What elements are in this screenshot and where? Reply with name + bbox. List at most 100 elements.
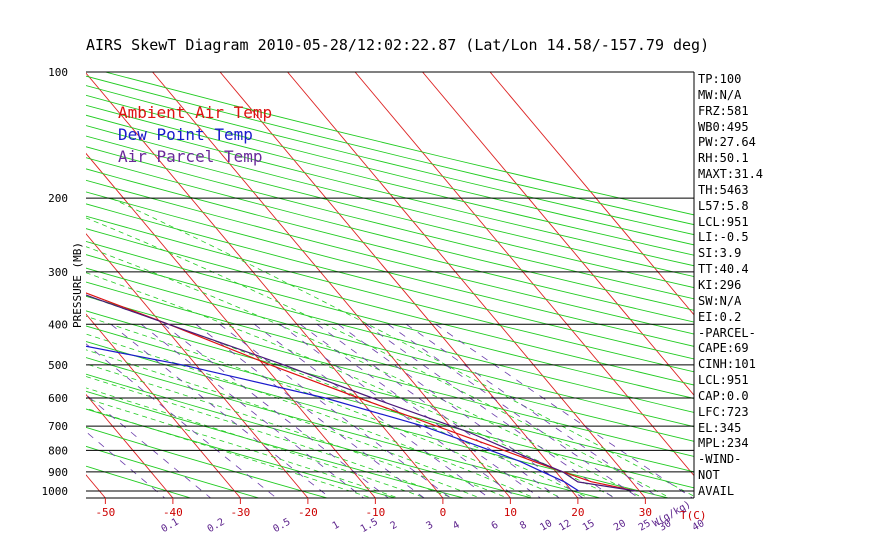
stat-item: LI:-0.5 <box>698 230 749 245</box>
dry-adiabat-line <box>86 228 694 386</box>
air-parcel-temp-line <box>86 294 637 492</box>
stat-item: -PARCEL- <box>698 325 756 340</box>
dry-adiabat-line <box>86 325 694 489</box>
legend-dew-point-temp: Dew Point Temp <box>118 125 253 144</box>
isotherm-line <box>219 72 579 498</box>
bottom-temp-tick-label: 20 <box>571 506 584 519</box>
bottom-temp-tick-label: -50 <box>95 506 115 519</box>
dry-adiabat-line <box>86 240 694 399</box>
mixing-ratio-line <box>365 323 615 498</box>
dry-adiabat-line <box>86 191 694 347</box>
stat-item: NOT <box>698 468 720 483</box>
mixing-ratio-tick-label: 0.1 <box>160 517 181 536</box>
mixing-ratio-line <box>406 323 661 498</box>
moist-adiabat-line <box>86 387 427 498</box>
pressure-tick-label: 900 <box>48 466 68 479</box>
mixing-ratio-tick-label: 40 <box>691 518 707 534</box>
stat-item: MW:N/A <box>698 87 742 102</box>
pressure-tick-label: 100 <box>48 66 68 79</box>
mixing-ratio-tick-label: 6 <box>490 520 501 533</box>
mixing-ratio-tick-label: 1.5 <box>359 517 380 536</box>
stat-item: AVAIL <box>698 483 735 498</box>
mixing-ratio-tick-label: 0.5 <box>271 517 292 536</box>
pressure-tick-label: 1000 <box>42 485 69 498</box>
dry-adiabat-line <box>86 215 694 373</box>
moist-adiabat-line <box>86 315 563 498</box>
mixing-ratio-tick-label: 1 <box>331 520 342 533</box>
isotherm-line <box>489 72 694 316</box>
mixing-ratio-tick-label: 8 <box>518 520 529 533</box>
mixing-ratio-line <box>254 323 490 498</box>
dry-adiabat-line <box>86 146 694 300</box>
stat-item: EL:345 <box>698 420 742 435</box>
pressure-tick-label: 700 <box>48 420 68 433</box>
moist-adiabat-line <box>86 363 482 498</box>
top-temp-unit: T(C) <box>680 509 707 522</box>
moist-adiabat-line <box>86 272 618 498</box>
stat-item: LCL:951 <box>698 373 749 388</box>
dry-adiabat-line <box>86 179 694 335</box>
mixing-ratio-tick-label: 25 <box>637 518 653 534</box>
stat-item: CAP:0.0 <box>698 388 749 403</box>
stat-item: FRZ:581 <box>698 103 749 118</box>
dry-adiabat-line <box>86 114 694 267</box>
moist-adiabat-line <box>86 349 509 498</box>
stat-item: -WIND- <box>698 452 742 467</box>
mixing-ratio-line <box>279 323 519 498</box>
isotherm-line <box>86 233 309 498</box>
stat-item: CINH:101 <box>698 357 756 372</box>
moist-adiabat-line <box>86 217 672 498</box>
mixing-ratio-tick-label: 30 <box>657 518 673 534</box>
isotherm-line <box>422 72 694 396</box>
pressure-tick-label: 500 <box>48 359 68 372</box>
mixing-ratio-line <box>86 431 166 498</box>
stat-item: PW:27.64 <box>698 135 756 150</box>
stat-item: MAXT:31.4 <box>698 167 764 182</box>
dry-adiabat-line <box>86 254 694 413</box>
mixing-ratio-line <box>435 323 694 498</box>
stat-item: LCL:951 <box>698 214 749 229</box>
dry-adiabat-line <box>86 295 694 457</box>
mixing-ratio-tick-label: 2 <box>389 520 400 533</box>
dry-adiabat-line <box>86 135 694 289</box>
bottom-temp-tick-label: -30 <box>230 506 250 519</box>
dry-adiabat-line <box>86 125 694 278</box>
stat-item: CAPE:69 <box>698 341 749 356</box>
mixing-ratio-line <box>337 323 584 498</box>
mixing-ratio-line <box>316 323 560 498</box>
mixing-ratio-line <box>110 323 331 498</box>
bottom-temp-tick-label: 30 <box>639 506 652 519</box>
mixing-ratio-tick-label: 12 <box>557 518 573 534</box>
stat-item: TP:100 <box>698 72 742 86</box>
pressure-tick-label: 800 <box>48 444 68 457</box>
dew-point-temp-line <box>86 345 580 492</box>
dry-adiabat-line <box>86 104 694 256</box>
stat-item: EI:0.2 <box>698 309 742 324</box>
stat-item: SI:3.9 <box>698 246 742 261</box>
legend-ambient-air-temp: Ambient Air Temp <box>118 103 273 122</box>
isotherm-line <box>0 72 38 498</box>
isotherm-line <box>86 313 241 498</box>
moist-adiabat-line <box>86 397 400 498</box>
pressure-tick-label: 400 <box>48 318 68 331</box>
stat-item: KI:296 <box>698 277 742 292</box>
isotherm-line <box>86 72 444 498</box>
mixing-ratio-tick-label: 15 <box>581 518 597 534</box>
legend: Ambient Air Temp Dew Point Temp Air Parc… <box>118 102 272 168</box>
stat-item: TH:5463 <box>698 182 749 197</box>
mixing-ratio-tick-label: 3 <box>425 520 436 533</box>
mixing-ratio-tick-label: 4 <box>451 520 462 533</box>
stat-item: L57:5.8 <box>698 198 749 213</box>
pressure-tick-label: 300 <box>48 266 68 279</box>
dry-adiabat-line <box>86 267 694 428</box>
stat-item: WB0:495 <box>698 119 749 134</box>
isotherm-line <box>86 474 106 498</box>
bottom-temp-tick-label: -40 <box>163 506 183 519</box>
stat-item: SW:N/A <box>698 293 742 308</box>
bottom-temp-tick-label: 10 <box>504 506 517 519</box>
bottom-temp-tick-label: -10 <box>365 506 385 519</box>
pressure-tick-label: 200 <box>48 192 68 205</box>
stats-panel: TP:100 MW:N/A FRZ:581 WB0:495 PW:27.64 RH:50.… <box>698 72 763 500</box>
dry-adiabat-line <box>86 203 694 360</box>
